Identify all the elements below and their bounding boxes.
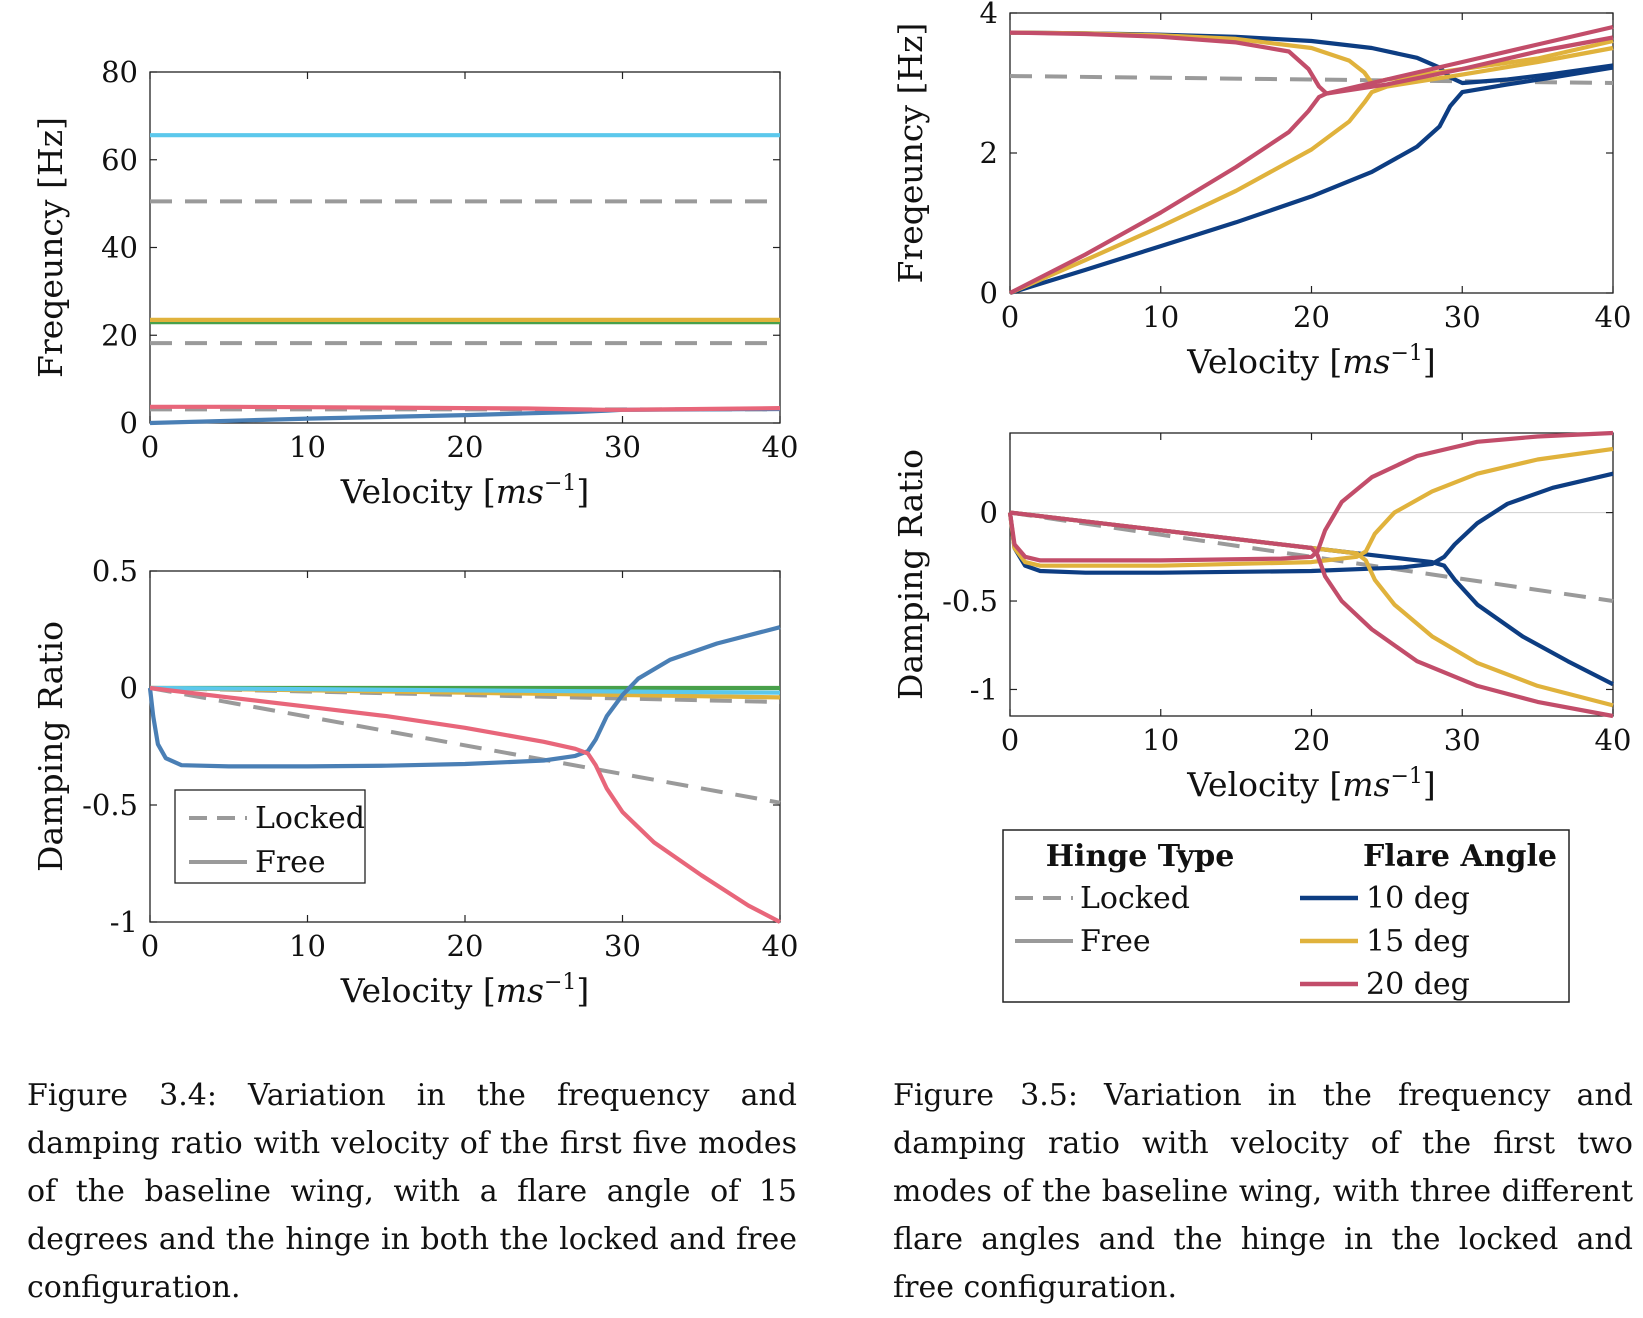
y-tick-label: 2 — [980, 136, 998, 170]
y-tick-label: 40 — [101, 231, 138, 265]
legend-label: Free — [255, 845, 326, 880]
series-line-5 — [147, 625, 781, 769]
x-axis-label: Velocity [ms−1] — [340, 970, 590, 1010]
chart-panel-c: 0 10 20 30 40 0 2 4 Velocity [ms−1] Freqeuncy [Hz… — [891, 0, 1631, 381]
x-tick-label: 40 — [762, 430, 799, 464]
legend-header-flare-angle: Flare Angle — [1363, 839, 1557, 874]
x-tick-label: 0 — [1001, 300, 1019, 334]
x-tick-label: 30 — [1444, 300, 1481, 334]
legend: Locked Free — [174, 789, 366, 884]
x-tick-label: 40 — [1595, 723, 1632, 757]
series-line-6 — [149, 685, 781, 924]
x-tick-label: 10 — [1142, 300, 1179, 334]
legend-box — [174, 789, 366, 884]
y-tick-label: -1 — [970, 672, 998, 706]
legend-label: Free — [1080, 924, 1151, 959]
y-tick-label: 0.5 — [92, 554, 138, 588]
legend-label: Locked — [255, 801, 365, 836]
legend-label: 10 deg — [1366, 881, 1470, 916]
x-tick-label: 20 — [447, 430, 484, 464]
y-axis-label: Freqeuncy [Hz] — [31, 117, 70, 378]
series-line-4 — [149, 685, 781, 695]
x-tick-label: 20 — [1293, 300, 1330, 334]
y-tick-label: 0 — [120, 406, 138, 440]
y-tick-label: -0.5 — [82, 788, 138, 822]
y-tick-label: 0 — [980, 276, 998, 310]
y-tick-label: -1 — [110, 905, 138, 939]
x-tick-label: 0 — [1001, 723, 1019, 757]
figure-3-5-legend: Hinge Type Flare Angle Locked Free 10 deg 15 … — [1002, 829, 1570, 1003]
x-axis-label: Velocity [ms−1] — [1186, 341, 1436, 381]
x-tick-label: 40 — [762, 929, 799, 963]
legend-label: 20 deg — [1366, 967, 1470, 1002]
legend-label: Locked — [1080, 881, 1190, 916]
plot-frame — [149, 71, 781, 424]
y-axis-label: Damping Ratio — [891, 449, 930, 700]
x-axis-label: Velocity [ms−1] — [340, 471, 590, 511]
y-axis-label: Damping Ratio — [31, 621, 70, 872]
series-line-1 — [1007, 471, 1614, 575]
legend-header-hinge-type: Hinge Type — [1046, 839, 1235, 874]
x-axis-label: Velocity [ms−1] — [1186, 764, 1436, 804]
series-line-3 — [1007, 446, 1614, 568]
chart-panel-b: 0 10 20 30 40 -1 -0.5 0 0.5 Velocity [ms−1] Dampin… — [31, 554, 798, 1010]
x-tick-label: 30 — [604, 929, 641, 963]
y-tick-label: 0 — [980, 496, 998, 530]
series-line-5 — [1009, 30, 1614, 96]
series-line-6 — [1009, 24, 1614, 295]
series-line-4 — [1009, 45, 1614, 295]
y-axis-label: Freqeuncy [Hz] — [891, 23, 930, 284]
x-tick-label: 30 — [1444, 723, 1481, 757]
x-tick-label: 40 — [1595, 300, 1632, 334]
y-tick-label: 4 — [980, 0, 998, 30]
y-tick-label: 80 — [101, 55, 138, 89]
series-line-6 — [1009, 510, 1614, 719]
y-tick-label: -0.5 — [942, 584, 998, 618]
figure-3-4-caption: Figure 3.4: Variation in the frequency a… — [27, 1078, 797, 1305]
x-tick-label: 0 — [141, 430, 159, 464]
series-line-2 — [1009, 65, 1614, 296]
legend-box — [1002, 829, 1570, 1003]
y-tick-label: 0 — [120, 671, 138, 705]
series-line-0 — [1009, 510, 1614, 603]
x-tick-label: 10 — [289, 929, 326, 963]
x-tick-label: 20 — [447, 929, 484, 963]
series-line-0 — [149, 686, 781, 805]
x-tick-label: 30 — [604, 430, 641, 464]
series-line-7 — [150, 404, 781, 412]
x-tick-label: 10 — [289, 430, 326, 464]
chart-panel-d: 0 10 20 30 40 -1 -0.5 0 Velocity [ms−1] Damping R… — [891, 430, 1632, 804]
y-tick-label: 20 — [101, 318, 138, 352]
figure-3-5-caption: Figure 3.5: Variation in the frequency a… — [893, 1078, 1633, 1305]
x-tick-label: 0 — [141, 929, 159, 963]
x-tick-label: 20 — [1293, 723, 1330, 757]
x-tick-label: 10 — [1142, 723, 1179, 757]
series-line-2 — [1009, 510, 1614, 687]
legend-label: 15 deg — [1366, 924, 1470, 959]
chart-panel-a: 0 10 20 30 40 0 20 40 60 80 Velocity [ms−1] Freqeun… — [31, 55, 798, 511]
y-tick-label: 60 — [101, 143, 138, 177]
series-line-4 — [1009, 510, 1614, 708]
